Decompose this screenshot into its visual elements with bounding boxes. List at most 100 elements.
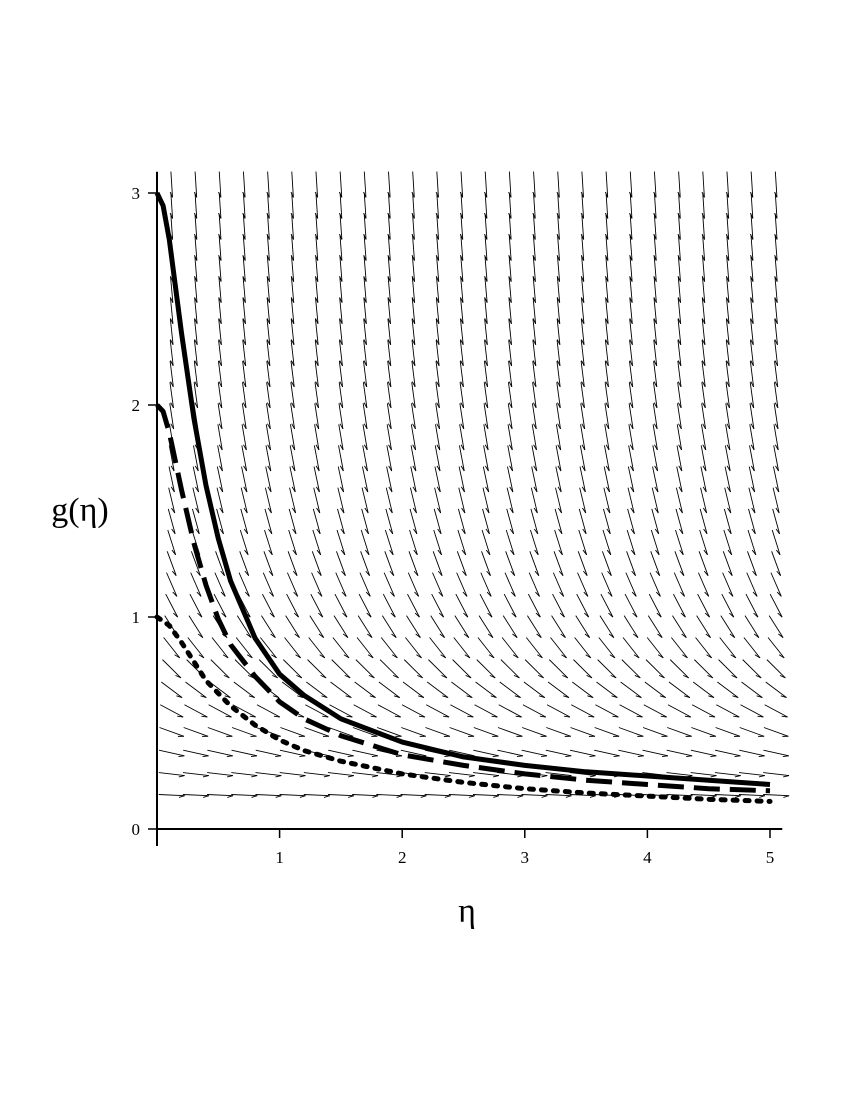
- field-arrow: [530, 529, 539, 556]
- field-arrow: [289, 445, 296, 472]
- field-arrow: [598, 637, 616, 659]
- field-arrow-shaft: [750, 234, 754, 261]
- field-arrow-head: [630, 486, 635, 493]
- field-arrow-head: [484, 191, 488, 198]
- field-arrow: [677, 213, 681, 240]
- field-arrow: [521, 727, 547, 737]
- field-arrow-shaft: [458, 466, 465, 493]
- field-arrow-shaft: [715, 727, 741, 737]
- field-arrow: [569, 749, 596, 758]
- field-arrow: [353, 704, 377, 718]
- field-arrow: [239, 529, 249, 556]
- field-arrow-head: [244, 591, 250, 597]
- field-arrow-shaft: [162, 659, 182, 679]
- field-arrow: [556, 297, 561, 324]
- field-arrow-shaft: [218, 171, 222, 198]
- field-arrow-head: [660, 715, 667, 718]
- field-arrow: [387, 361, 392, 388]
- field-arrow: [771, 529, 781, 556]
- field-arrow: [580, 361, 585, 388]
- field-arrow: [231, 727, 257, 737]
- field-arrow-shaft: [774, 234, 778, 261]
- field-arrow: [409, 508, 418, 535]
- field-arrow-head: [560, 633, 566, 638]
- field-arrow-shaft: [569, 749, 596, 757]
- field-arrow-shaft: [766, 659, 786, 679]
- field-arrow: [555, 445, 562, 472]
- field-arrow-head: [538, 695, 545, 699]
- field-arrow-shaft: [475, 681, 497, 698]
- field-arrow-head: [443, 715, 450, 718]
- field-arrow-shaft: [483, 424, 489, 451]
- field-arrow-head: [267, 486, 272, 493]
- field-arrow-head: [414, 612, 420, 618]
- field-arrow-shaft: [722, 572, 734, 597]
- field-arrow: [337, 487, 345, 514]
- field-arrow-shaft: [352, 772, 379, 776]
- field-arrow: [290, 361, 295, 388]
- field-arrow-shaft: [675, 508, 684, 535]
- field-arrow-shaft: [644, 681, 666, 698]
- field-arrow-head: [435, 233, 439, 240]
- field-arrow-shaft: [484, 276, 488, 303]
- field-arrow-head: [726, 423, 731, 430]
- field-arrow-shaft: [572, 681, 594, 698]
- field-arrow-shaft: [508, 361, 513, 387]
- field-arrow: [643, 704, 667, 718]
- field-arrow-shaft: [701, 339, 706, 366]
- field-arrow-shaft: [411, 403, 416, 430]
- field-arrow-head: [372, 775, 379, 778]
- field-arrow: [504, 572, 516, 597]
- field-arrow-head: [654, 528, 660, 535]
- field-arrow: [532, 361, 537, 388]
- field-arrow-shaft: [605, 276, 609, 303]
- field-arrow-shaft: [557, 234, 560, 261]
- field-arrow-head: [677, 360, 682, 367]
- field-arrow: [577, 551, 588, 576]
- field-arrow-head: [535, 612, 541, 618]
- field-arrow: [690, 749, 717, 758]
- field-arrow: [748, 466, 756, 493]
- field-arrow-shaft: [239, 529, 249, 555]
- field-arrow: [473, 727, 499, 737]
- field-arrow: [527, 593, 541, 618]
- field-arrow: [599, 615, 615, 638]
- field-arrow-shaft: [330, 681, 352, 698]
- field-arrow-shaft: [240, 487, 248, 514]
- field-arrow-shaft: [676, 445, 683, 472]
- field-arrow-head: [321, 695, 328, 699]
- field-arrow-head: [508, 423, 513, 430]
- field-arrow-shaft: [675, 529, 684, 555]
- field-arrow: [724, 487, 732, 514]
- field-arrow-head: [342, 633, 349, 638]
- field-arrow-shaft: [352, 794, 379, 797]
- field-arrow-shaft: [532, 382, 537, 408]
- field-arrow-shaft: [545, 749, 572, 757]
- field-arrow: [169, 192, 174, 219]
- field-arrow-head: [342, 612, 348, 618]
- field-arrow-head: [612, 715, 619, 718]
- field-arrow-head: [442, 695, 449, 699]
- field-arrow: [714, 772, 741, 778]
- field-arrow: [483, 424, 489, 451]
- field-arrow: [459, 192, 464, 219]
- field-arrow-shaft: [698, 572, 710, 597]
- field-arrow-shaft: [545, 772, 572, 776]
- field-arrow: [772, 508, 781, 535]
- field-arrow-head: [512, 654, 519, 659]
- field-arrow: [217, 361, 223, 388]
- field-arrow: [696, 615, 711, 638]
- field-arrow-shaft: [167, 508, 176, 535]
- field-arrow: [363, 192, 367, 219]
- field-arrow-head: [387, 339, 392, 346]
- field-arrow-shaft: [645, 659, 665, 679]
- field-arrow: [556, 318, 561, 346]
- field-arrow-shaft: [362, 403, 368, 430]
- field-arrow: [314, 403, 320, 430]
- field-arrow-head: [412, 465, 417, 472]
- field-arrow-shaft: [669, 659, 689, 679]
- field-arrow-shaft: [622, 637, 640, 659]
- field-arrow-shaft: [677, 382, 682, 408]
- field-arrow-head: [250, 755, 257, 758]
- field-arrow-shaft: [218, 234, 222, 261]
